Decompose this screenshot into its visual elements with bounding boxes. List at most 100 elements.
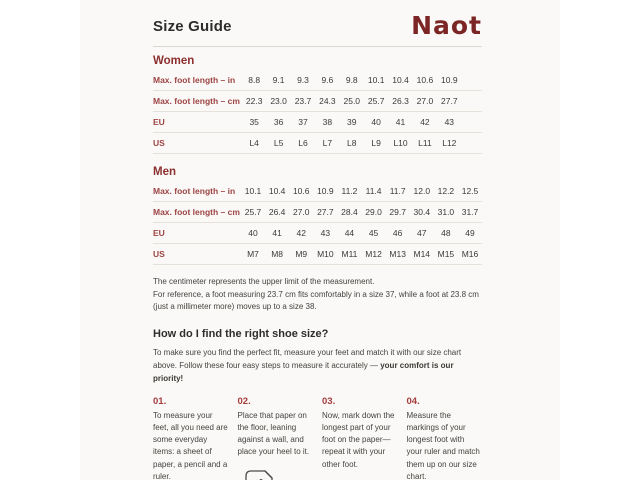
step-number: 01. [153, 395, 167, 407]
size-value: M15 [437, 249, 455, 259]
size-value: M14 [413, 249, 431, 259]
women-section-heading: Women [153, 55, 195, 67]
measurement-note: The centimeter represents the upper limi… [153, 276, 482, 314]
step-2: 02. Place that paper on the floor, leani… [238, 396, 314, 480]
size-value: L6 [298, 138, 308, 148]
row-label: EU [153, 228, 165, 238]
size-value: 45 [368, 228, 379, 238]
size-value: 27.0 [416, 96, 434, 106]
size-value: 24.3 [319, 96, 336, 106]
size-value: 25.0 [343, 96, 361, 106]
size-table-row: EU 40 41 42 43 44 45 46 47 48 49 [153, 223, 482, 244]
size-table-row: Max. foot length – in 8.8 9.1 9.3 9.6 9.8 10.1… [153, 70, 482, 91]
size-value: L10 [393, 138, 408, 148]
page-title: Size Guide [153, 18, 232, 35]
size-value: 10.9 [317, 186, 334, 196]
size-value: L9 [371, 138, 381, 148]
step-text: To measure your feet, all you need are s… [153, 410, 228, 480]
row-label: Max. foot length – in [153, 186, 236, 196]
size-value: 8.8 [248, 75, 261, 85]
size-value: 31.0 [437, 207, 455, 217]
size-value: 29.7 [389, 207, 406, 217]
size-value: 10.4 [392, 75, 409, 85]
size-value: 12.0 [413, 186, 431, 196]
size-value: 9.1 [272, 75, 285, 85]
size-value: M13 [389, 249, 406, 259]
step-text: Place that paper on the floor, leaning a… [237, 410, 310, 457]
size-value: 10.4 [268, 186, 286, 196]
size-value: 27.7 [317, 207, 334, 217]
size-value: 40 [371, 117, 381, 127]
note-line: (just a millimeter more) moves up to a s… [153, 302, 317, 311]
size-value: 10.1 [367, 75, 385, 85]
size-guide-panel: Size Guide Naot Women Max. foot length –… [80, 0, 560, 480]
size-value: 10.6 [292, 186, 310, 196]
size-value: 12.2 [437, 186, 455, 196]
size-value: 25.7 [367, 96, 385, 106]
row-label: US [153, 138, 165, 148]
size-value: 43 [444, 117, 455, 127]
size-value: M7 [247, 249, 259, 259]
row-label: Max. foot length – in [153, 75, 236, 85]
size-value: 10.6 [416, 75, 434, 85]
row-label: EU [153, 117, 165, 127]
size-value: M9 [295, 249, 308, 259]
row-label: US [153, 249, 165, 259]
size-value: 29.0 [365, 207, 382, 217]
size-value: 39 [347, 117, 357, 127]
size-value: M11 [341, 249, 358, 259]
size-value: L8 [347, 138, 357, 148]
size-value: 26.3 [392, 96, 409, 106]
size-value: 27.7 [441, 96, 458, 106]
step-1: 01. To measure your feet, all you need a… [153, 396, 229, 480]
size-value: 11.2 [341, 186, 358, 196]
size-value: 35 [249, 117, 259, 127]
step-number: 03. [322, 395, 336, 407]
guide-intro: To make sure you find the perfect fit, m… [153, 346, 475, 385]
size-table-row: US L4 L5 L6 L7 L8 L9 L10 L11 L12 [153, 133, 482, 154]
guide-intro-text: To make sure you find the perfect fit, m… [153, 347, 462, 370]
size-value: 22.3 [245, 96, 263, 106]
size-value: 43 [320, 228, 331, 238]
size-value: 10.1 [244, 186, 262, 196]
size-value: 46 [392, 228, 403, 238]
size-value: M12 [365, 249, 382, 259]
size-table-row: Max. foot length – in 10.1 10.4 10.6 10.9 11.… [153, 181, 482, 202]
step-text: Measure the markings of your longest foo… [406, 410, 480, 480]
size-table-row: Max. foot length – cm 25.7 26.4 27.0 27.7 28.… [153, 202, 482, 223]
size-value: 28.4 [341, 207, 358, 217]
size-value: 47 [417, 228, 427, 238]
size-value: 9.6 [321, 75, 334, 85]
guide-heading: How do I find the right shoe size? [153, 327, 329, 340]
note-line: The centimeter represents the upper limi… [153, 277, 375, 286]
size-value: 11.4 [365, 186, 382, 196]
header: Size Guide Naot [153, 13, 482, 46]
size-value: L5 [273, 138, 284, 148]
header-divider [153, 46, 482, 47]
women-size-table: Max. foot length – in 8.8 9.1 9.3 9.6 9.8 10.1… [153, 70, 482, 154]
size-value: M10 [317, 249, 334, 259]
size-value: 41 [272, 228, 282, 238]
naot-logo: Naot [411, 11, 482, 40]
size-value: 10.9 [441, 75, 458, 85]
step-text: Now, mark down the longest part of your … [322, 410, 395, 469]
size-value: 31.7 [461, 207, 479, 217]
size-value: L11 [418, 138, 432, 148]
row-label: Max. foot length – cm [153, 96, 240, 106]
row-label: Max. foot length – cm [153, 207, 240, 217]
size-value: 9.3 [297, 75, 309, 85]
note-line: For reference, a foot measuring 23.7 cm … [153, 289, 479, 299]
size-value: 44 [344, 228, 355, 238]
size-value: 48 [441, 228, 451, 238]
size-table-row: EU 35 36 37 38 39 40 41 42 43 [153, 112, 482, 133]
steps-row: 01. To measure your feet, all you need a… [153, 396, 482, 480]
step-number: 04. [406, 395, 420, 407]
size-value: 9.8 [345, 75, 358, 85]
size-value: 27.0 [292, 207, 310, 217]
size-value: 40 [248, 228, 258, 238]
size-value: 12.5 [461, 186, 479, 196]
size-value: 37 [298, 117, 308, 127]
guide-intro-bold: your comfort is our priority! [153, 360, 454, 383]
size-value: M16 [461, 249, 479, 259]
size-table-row: US M7 M8 M9 M10 M11 M12 M13 M14 M15 M16 [153, 244, 482, 265]
